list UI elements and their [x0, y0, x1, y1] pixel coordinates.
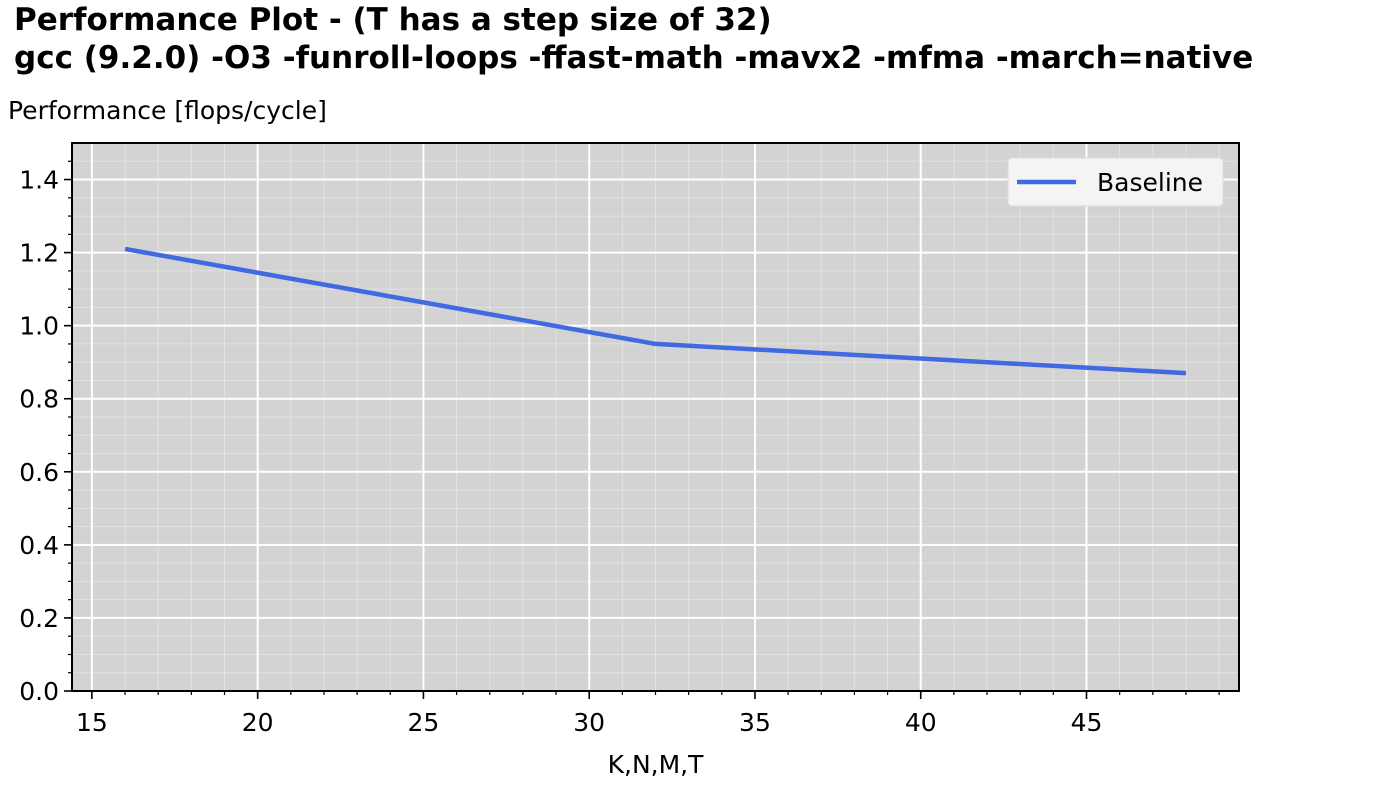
x-tick-label: 35: [739, 708, 771, 737]
x-tick-label: 30: [573, 708, 605, 737]
legend-box: [1007, 157, 1224, 207]
y-axis-label: Performance [flops/cycle]: [8, 96, 327, 125]
x-axis-label: K,N,M,T: [608, 750, 705, 779]
y-tick-label: 0.4: [19, 531, 59, 560]
y-tick-label: 0.0: [19, 677, 59, 706]
legend-label: Baseline: [1097, 168, 1203, 197]
series-line-baseline: [124, 246, 1187, 376]
y-tick-label: 1.2: [19, 239, 59, 268]
x-tick-label: 20: [242, 708, 274, 737]
x-tick-label: 15: [76, 708, 108, 737]
y-tick-label: 1.4: [19, 166, 59, 195]
chart-title-line-1: Performance Plot - (T has a step size of…: [14, 2, 772, 38]
x-tick-label: 25: [408, 708, 440, 737]
y-tick-label: 0.6: [19, 458, 59, 487]
y-tick-label: 1.0: [19, 312, 59, 341]
y-tick-label: 0.2: [19, 604, 59, 633]
y-tick-label: 0.8: [19, 385, 59, 414]
x-tick-label: 45: [1071, 708, 1103, 737]
x-tick-label: 40: [905, 708, 937, 737]
chart-title-line-2: gcc (9.2.0) -O3 -funroll-loops -ffast-ma…: [14, 40, 1254, 76]
plot-area: [72, 143, 1239, 691]
